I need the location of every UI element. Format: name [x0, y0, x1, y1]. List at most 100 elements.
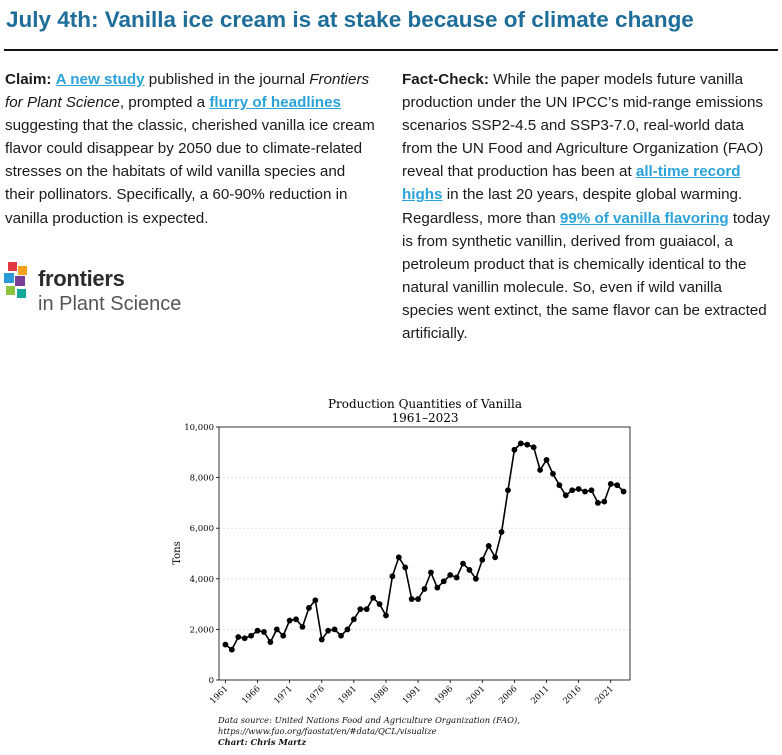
data-point	[543, 456, 550, 463]
x-tick-label: 1981	[337, 684, 359, 706]
data-point	[235, 634, 242, 640]
vanilla-flavoring-link[interactable]: 99% of vanilla flavoring	[559, 209, 729, 227]
data-point	[357, 606, 364, 613]
x-tick-label: 1986	[369, 684, 391, 706]
journal-name: Frontiers for Plant Science	[5, 71, 370, 112]
data-point	[350, 616, 357, 623]
data-point	[614, 482, 621, 489]
data-point	[228, 646, 235, 653]
chart-source: Data source: United Nations Food and Agr…	[218, 715, 520, 748]
logo-square-4	[15, 276, 25, 286]
chart-title: Production Quantities of Vanilla	[328, 397, 522, 411]
data-point	[421, 586, 428, 592]
data-point	[440, 578, 447, 585]
data-point	[569, 487, 576, 494]
data-point	[344, 626, 351, 633]
chart-author: Chart: Chris Martz	[218, 737, 307, 747]
y-tick-label: 2,000	[190, 625, 214, 635]
logo-square-3	[4, 273, 14, 283]
data-point	[286, 617, 293, 624]
x-tick-label: 1971	[272, 684, 294, 706]
data-point	[363, 606, 370, 613]
x-tick-label: 2001	[465, 684, 487, 706]
logo-word-plant-science: in Plant Science	[38, 293, 182, 315]
data-point	[492, 554, 499, 561]
logo-square-5	[6, 286, 15, 295]
data-point	[620, 488, 627, 495]
data-point	[472, 575, 479, 582]
data-point	[415, 596, 421, 602]
fact-check-label: Fact-Check:	[402, 71, 489, 88]
data-point	[402, 564, 409, 571]
data-point	[460, 560, 466, 567]
logo-word-frontiers: frontiers	[38, 266, 125, 291]
data-point	[428, 569, 434, 576]
y-tick-label: 6,000	[190, 524, 214, 534]
x-tick-label: 1976	[304, 684, 326, 706]
record-highs-link[interactable]: all-time record highs	[402, 163, 741, 204]
data-point	[447, 572, 454, 578]
logo-square-6	[17, 289, 26, 298]
data-point	[594, 500, 601, 506]
x-tick-label: 1966	[240, 684, 262, 706]
frontiers-logo: frontiers in Plant Science	[2, 260, 192, 318]
data-point	[325, 627, 332, 634]
x-tick-label: 1991	[401, 684, 423, 706]
data-point	[312, 597, 319, 604]
data-point	[306, 604, 312, 611]
source-line-1: Data source: United Nations Food and Agr…	[218, 715, 520, 725]
x-tick-label: 2016	[561, 684, 583, 706]
frontiers-logo-icon	[4, 262, 27, 298]
data-point	[607, 481, 614, 487]
data-point	[498, 529, 505, 535]
data-point	[376, 601, 383, 607]
vanilla-production-chart: Production Quantities of Vanilla 1961–20…	[172, 397, 631, 706]
data-point	[261, 629, 267, 635]
data-point	[241, 635, 248, 642]
x-tick-label: 1996	[433, 684, 455, 706]
data-point	[248, 632, 255, 639]
data-point	[338, 632, 344, 639]
logo-square-2	[18, 266, 27, 275]
claim-section: Claim: A new study published in the jour…	[5, 68, 377, 230]
y-tick-label: 8,000	[190, 474, 214, 484]
source-line-2: https://www.fao.org/faostat/en/#data/QCL…	[218, 726, 437, 736]
x-tick-label: 2011	[529, 684, 551, 706]
data-point	[601, 498, 608, 505]
fact-check-section: Fact-Check: While the paper models futur…	[402, 68, 774, 345]
plot-frame	[218, 426, 631, 681]
data-point	[575, 486, 582, 492]
new-study-link[interactable]: A new study	[55, 71, 145, 88]
logo-square-1	[8, 262, 17, 271]
headlines-link[interactable]: flurry of headlines	[209, 94, 341, 112]
data-point	[254, 627, 261, 634]
data-point	[453, 574, 460, 581]
data-point	[273, 626, 280, 633]
fact-check-text-2: in the last 20 years, despite global war…	[402, 186, 743, 227]
data-point	[383, 612, 389, 619]
title-divider	[4, 49, 778, 51]
x-tick-label: 1961	[208, 684, 230, 706]
production-line	[224, 442, 625, 651]
claim-text-2: , prompted a	[119, 94, 210, 112]
data-point	[408, 596, 415, 602]
x-tick-label: 2006	[497, 684, 519, 706]
data-point	[434, 584, 441, 591]
y-tick-label: 4,000	[190, 575, 214, 585]
data-point	[550, 470, 556, 477]
x-tick-label: 2021	[593, 684, 615, 706]
data-point	[318, 636, 325, 643]
data-point	[331, 626, 338, 633]
data-point	[537, 467, 543, 473]
data-point	[389, 573, 396, 580]
data-point	[370, 594, 377, 601]
claim-text-3: suggesting that the classic, cherished v…	[5, 117, 375, 227]
data-point	[582, 488, 588, 495]
chart-subtitle: 1961–2023	[391, 411, 458, 425]
fact-check-text-1: While the paper models future vanilla pr…	[402, 71, 764, 181]
data-point	[222, 641, 229, 648]
data-point	[267, 639, 274, 645]
data-point	[299, 623, 306, 630]
data-point	[524, 441, 531, 448]
data-point	[479, 556, 486, 563]
